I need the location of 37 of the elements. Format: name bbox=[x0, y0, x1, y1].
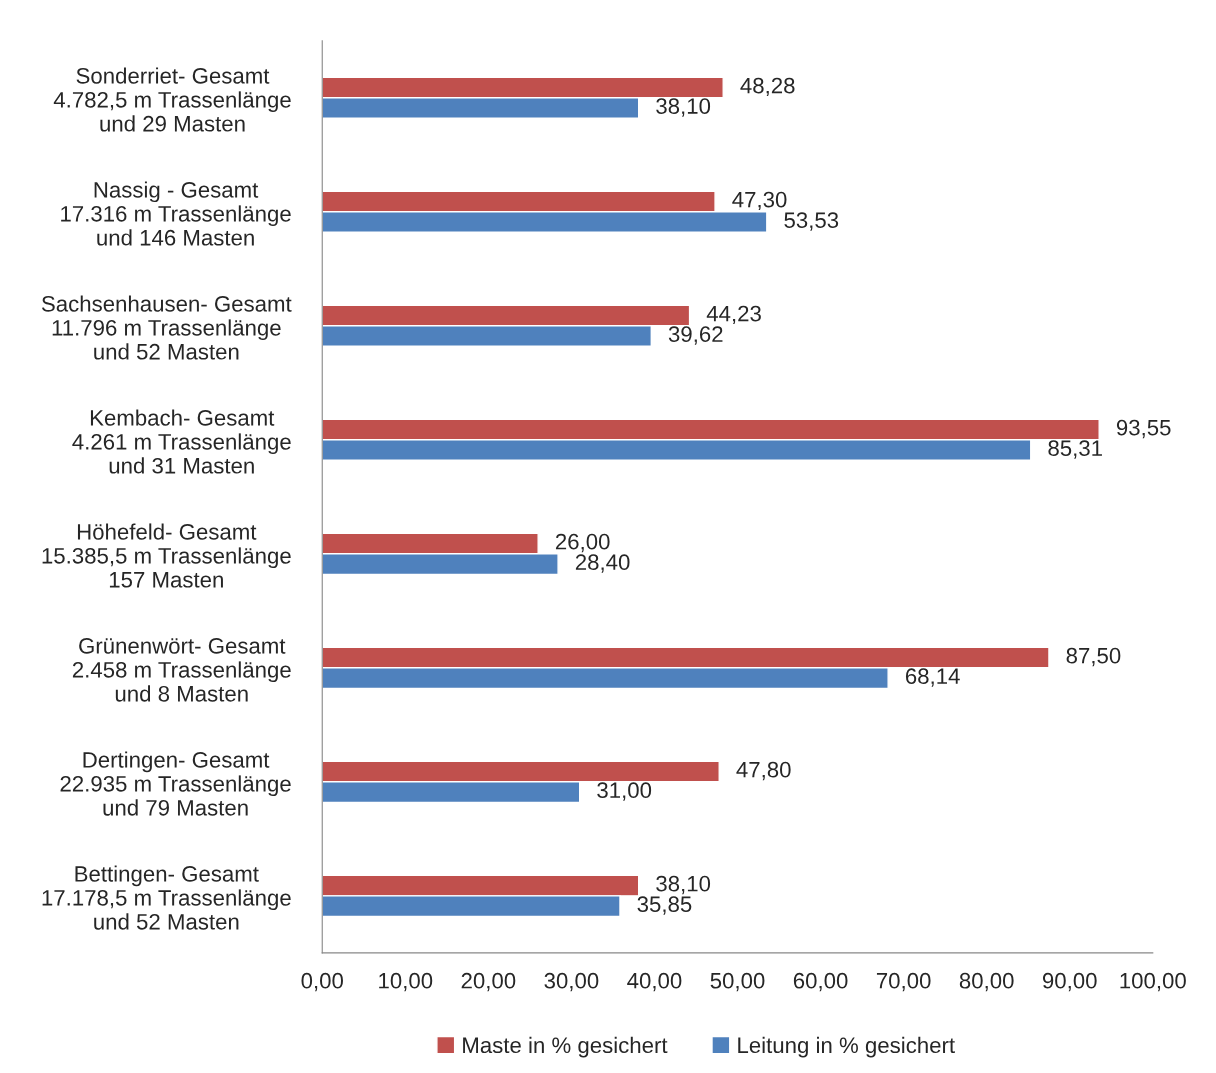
data-label: 35,85 bbox=[637, 896, 692, 915]
data-label: 87,50 bbox=[1066, 647, 1121, 667]
data-label: 53,53 bbox=[784, 212, 839, 231]
data-label: 47,30 bbox=[732, 191, 787, 211]
x-tick-label: 90,00 bbox=[1042, 972, 1097, 992]
y-tick-label: Grünenwört- Gesamt 2.458 m Trassenlänge und 8 Masten bbox=[72, 638, 291, 702]
data-label: 31,00 bbox=[597, 782, 652, 801]
x-tick-label: 70,00 bbox=[876, 972, 931, 992]
legend-label: Leitung in % gesichert bbox=[738, 1036, 955, 1058]
x-tick-label: 80,00 bbox=[959, 972, 1014, 992]
data-label: 38,10 bbox=[656, 98, 711, 117]
data-label: 85,31 bbox=[1048, 440, 1102, 459]
x-tick-label: 40,00 bbox=[627, 972, 682, 992]
data-label: 38,10 bbox=[656, 875, 711, 895]
y-tick-label: Nassig - Gesamt 17.316 m Trassenlänge und 146 Masten bbox=[61, 181, 291, 246]
data-label: 44,23 bbox=[706, 305, 761, 325]
x-tick-label: 0,00 bbox=[301, 972, 343, 992]
data-label: 39,62 bbox=[668, 326, 723, 345]
data-label: 26,00 bbox=[555, 533, 610, 553]
data-label: 68,14 bbox=[905, 668, 960, 687]
data-label: 47,80 bbox=[736, 761, 791, 781]
data-label: 48,28 bbox=[740, 77, 795, 97]
y-tick-label: Höhefeld- Gesamt 15.385,5 m Trassenlänge 157 Masten bbox=[42, 523, 291, 588]
legend-label: Maste in % gesichert bbox=[463, 1036, 668, 1058]
x-tick-label: 100,00 bbox=[1120, 972, 1186, 992]
y-tick-label: Bettingen- Gesamt 17.178,5 m Trassenlänge und 52 Masten bbox=[42, 865, 291, 930]
x-tick-label: 10,00 bbox=[379, 972, 433, 992]
y-tick-label: Kembach- Gesamt 4.261 m Trassenlänge und 31 Masten bbox=[72, 409, 291, 474]
x-tick-label: 60,00 bbox=[793, 972, 848, 992]
x-tick-label: 30,00 bbox=[544, 972, 599, 992]
y-tick-label: Sonderriet- Gesamt 4.782,5 m Trassenlänge und 29 Masten bbox=[53, 67, 291, 132]
x-tick-label: 20,00 bbox=[461, 972, 516, 992]
y-tick-label: Dertingen- Gesamt 22.935 m Trassenlänge und 79 Masten bbox=[60, 751, 291, 816]
data-label: 93,55 bbox=[1116, 419, 1171, 439]
y-tick-label: Sachsenhausen- Gesamt 11.796 m Trassenlänge und 52 Masten bbox=[41, 295, 292, 360]
data-label: 28,40 bbox=[575, 554, 630, 573]
x-tick-label: 50,00 bbox=[710, 972, 765, 992]
